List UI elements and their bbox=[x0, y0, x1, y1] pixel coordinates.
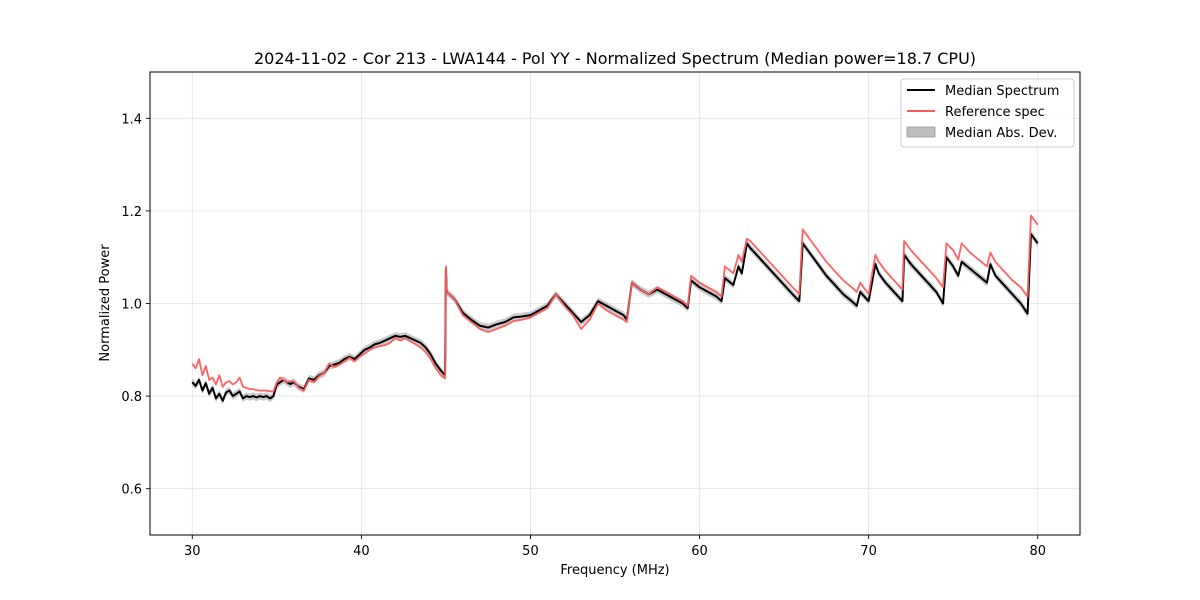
legend-reference-label: Reference spec bbox=[945, 105, 1045, 120]
legend-median-label: Median Spectrum bbox=[945, 84, 1059, 99]
x-tick-label: 50 bbox=[522, 544, 539, 559]
x-axis: 30 40 50 60 70 80 bbox=[184, 535, 1046, 559]
mad-band bbox=[192, 230, 1038, 405]
y-axis-label: Normalized Power bbox=[98, 244, 113, 362]
x-tick-label: 40 bbox=[353, 544, 370, 559]
x-tick-label: 80 bbox=[1029, 544, 1046, 559]
x-tick-label: 60 bbox=[691, 544, 708, 559]
legend-box bbox=[900, 78, 1075, 148]
series-layer bbox=[191, 214, 1039, 402]
legend-mad-swatch bbox=[906, 126, 936, 138]
y-tick-label: 1.4 bbox=[121, 112, 142, 127]
y-tick-label: 0.8 bbox=[121, 390, 142, 405]
chart-title: 2024-11-02 - Cor 213 - LWA144 - Pol YY -… bbox=[254, 49, 976, 68]
legend: Median Spectrum Reference spec Median Ab… bbox=[900, 78, 1075, 148]
y-tick-label: 1.0 bbox=[121, 298, 142, 313]
reference-spec-line bbox=[191, 214, 1039, 393]
mad-band-layer bbox=[192, 230, 1038, 405]
x-tick-label: 70 bbox=[860, 544, 877, 559]
y-axis: 0.6 0.8 1.0 1.2 1.4 bbox=[121, 112, 150, 498]
x-axis-label: Frequency (MHz) bbox=[560, 563, 669, 578]
x-tick-label: 30 bbox=[184, 544, 201, 559]
legend-mad-label: Median Abs. Dev. bbox=[945, 126, 1057, 141]
median-spectrum-line bbox=[191, 233, 1039, 402]
y-tick-label: 0.6 bbox=[121, 483, 142, 498]
y-tick-label: 1.2 bbox=[121, 205, 142, 220]
